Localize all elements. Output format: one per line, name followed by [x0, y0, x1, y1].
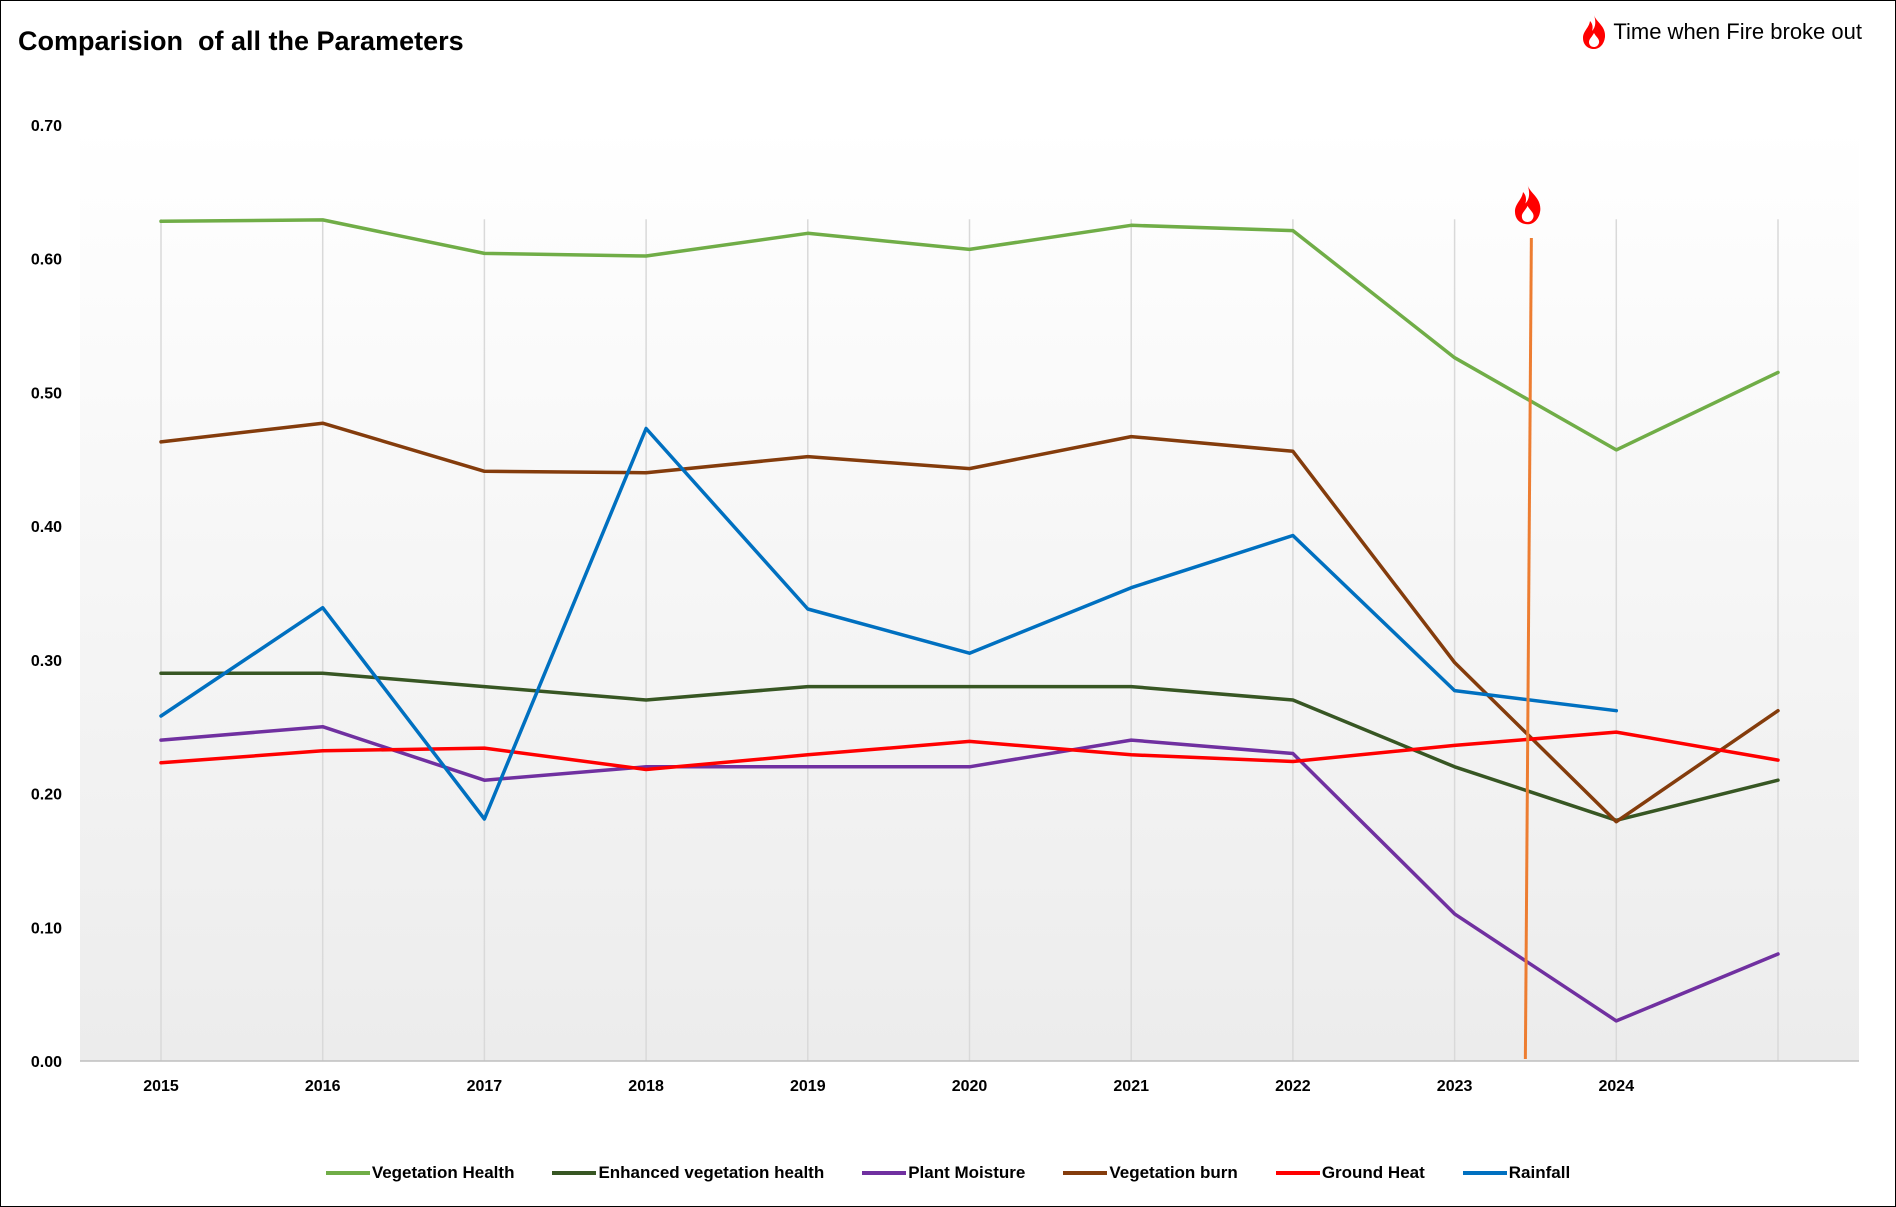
legend: Vegetation Health Enhanced vegetation hea… [0, 1163, 1896, 1183]
y-tick-label: 0.60 [31, 252, 62, 269]
legend-label: Vegetation burn [1109, 1163, 1238, 1182]
y-tick-label: 0.70 [31, 118, 62, 135]
legend-label: Rainfall [1508, 1163, 1571, 1182]
x-tick-label: 2018 [628, 1078, 664, 1095]
legend-item: Ground Heat [1275, 1163, 1425, 1183]
legend-swatch [1063, 1171, 1108, 1175]
legend-item: Vegetation Health [325, 1163, 515, 1183]
series-line-vegetation-burn [159, 421, 1780, 824]
x-tick-label: 2015 [143, 1078, 179, 1095]
x-tick-label: 2016 [305, 1078, 341, 1095]
series-line-rainfall [159, 426, 1619, 821]
x-tick-label: 2023 [1437, 1078, 1473, 1095]
y-tick-label: 0.00 [31, 1054, 62, 1071]
y-tick-label: 0.50 [31, 385, 62, 402]
legend-label: Plant Moisture [908, 1163, 1026, 1182]
x-tick-label: 2017 [467, 1078, 503, 1095]
x-tick-label: 2019 [790, 1078, 826, 1095]
legend-swatch [325, 1171, 370, 1175]
series-line-enhanced-vegetation-health [159, 671, 1780, 823]
x-tick-label: 2022 [1275, 1078, 1311, 1095]
chart-title: Comparision of all the Parameters [18, 26, 464, 56]
legend-item: Rainfall [1462, 1163, 1571, 1183]
legend-label: Enhanced vegetation health [598, 1163, 825, 1182]
y-axis-ticks: 0.00 0.10 0.20 0.30 0.40 0.50 0.60 0.70 [31, 118, 62, 1071]
y-tick-label: 0.20 [31, 787, 62, 804]
fire-marker [1514, 185, 1541, 1060]
legend-swatch [862, 1171, 907, 1175]
fire-icon [1514, 185, 1541, 225]
gridlines [160, 219, 1779, 1061]
legend-item: Enhanced vegetation health [552, 1163, 824, 1183]
series-line-vegetation-health [159, 218, 1780, 452]
series-line-plant-moisture [159, 724, 1780, 1023]
legend-swatch [552, 1171, 597, 1175]
fire-annotation-label: Time when Fire broke out [1613, 19, 1862, 44]
x-axis-ticks: 2015 2016 2017 2018 2019 2020 2021 2022 2023 2024 [143, 1078, 1634, 1095]
x-tick-label: 2021 [1113, 1078, 1149, 1095]
y-tick-label: 0.40 [31, 519, 62, 536]
y-tick-label: 0.10 [31, 920, 62, 937]
fire-marker-line [1523, 237, 1533, 1060]
x-tick-label: 2024 [1599, 1078, 1635, 1095]
legend-item: Plant Moisture [862, 1163, 1025, 1183]
x-tick-label: 2020 [952, 1078, 988, 1095]
legend-item: Vegetation burn [1063, 1163, 1238, 1183]
y-tick-label: 0.30 [31, 653, 62, 670]
legend-label: Ground Heat [1321, 1163, 1425, 1182]
legend-label: Vegetation Health [371, 1163, 515, 1182]
series-lines [159, 218, 1780, 1023]
fire-icon [1583, 15, 1606, 49]
fire-annotation-legend: Time when Fire broke out [1579, 14, 1862, 50]
legend-swatch [1462, 1171, 1507, 1175]
legend-swatch [1275, 1171, 1320, 1175]
